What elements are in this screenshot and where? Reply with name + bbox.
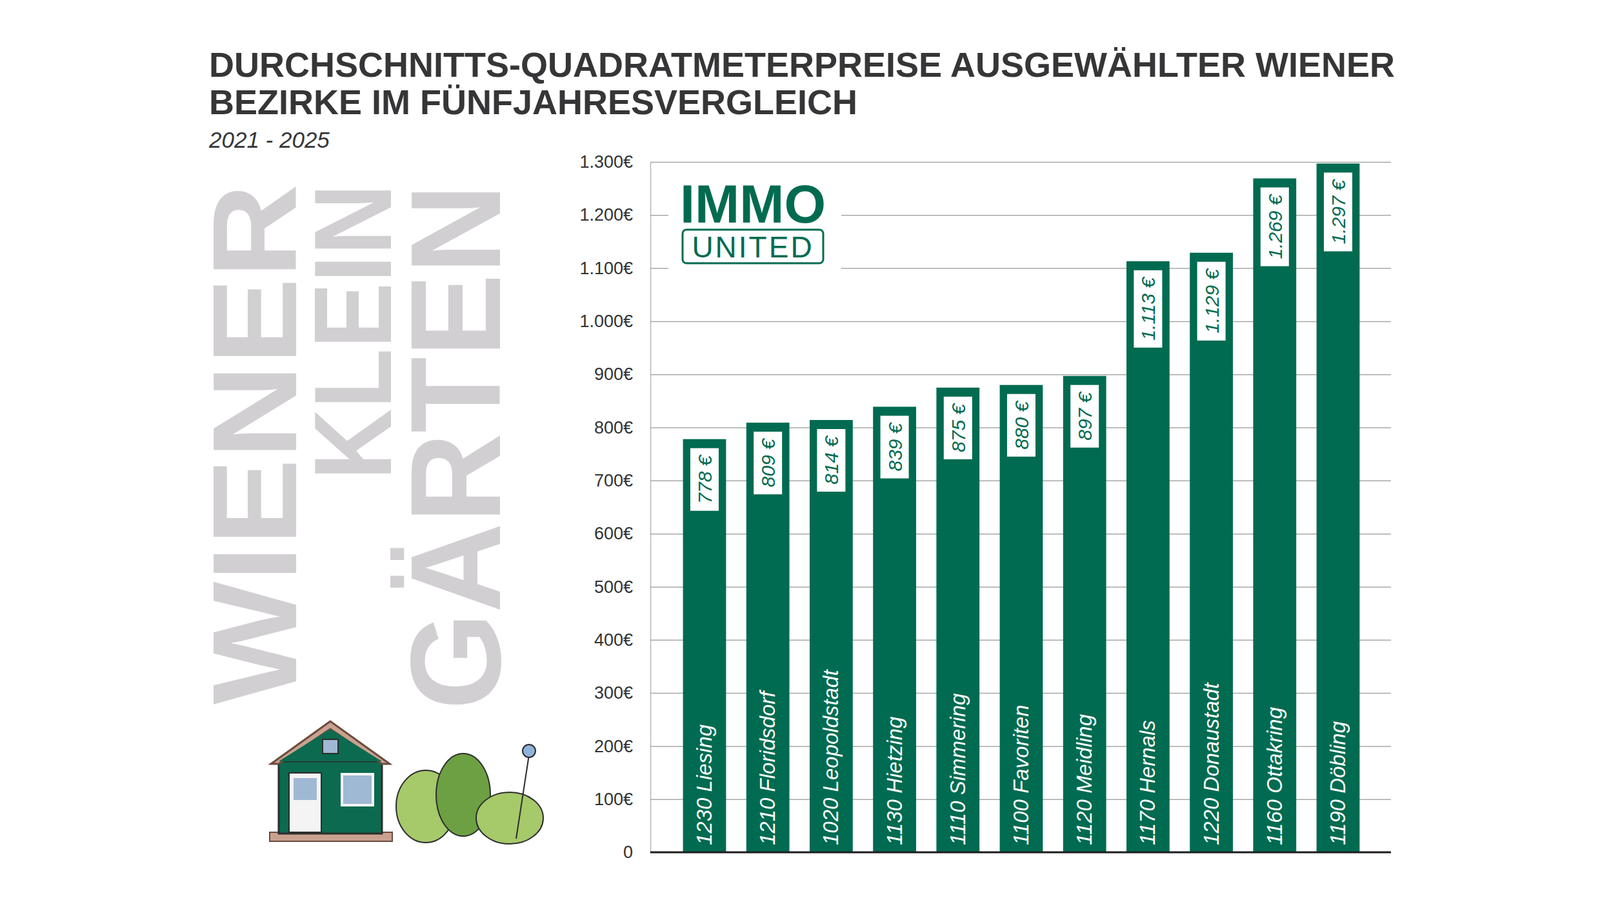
data-label-box	[1323, 172, 1353, 251]
category-label: 1170 Hernals	[1135, 720, 1160, 846]
data-label-box	[1197, 261, 1226, 341]
bar	[1126, 261, 1170, 853]
data-label-box	[943, 396, 973, 460]
bar	[1316, 163, 1360, 853]
category-label: 1210 Floridsdorf	[755, 689, 780, 846]
bar	[872, 406, 917, 853]
bar	[936, 387, 980, 853]
grid-line	[650, 161, 1391, 164]
house-gable	[278, 729, 382, 762]
bar	[809, 420, 853, 853]
data-label: 897 €	[1074, 390, 1096, 440]
title-line: BEZIRKE IM FÜNFJAHRESVERGLEICH	[209, 82, 858, 122]
category-label: 1160 Ottakring	[1262, 706, 1287, 846]
y-tick-label: 1.000€	[579, 311, 633, 331]
data-label-box	[880, 415, 910, 479]
data-label: 1.297 €	[1327, 178, 1350, 244]
data-label-box	[753, 431, 782, 495]
background	[0, 0, 1600, 900]
category-label: 1130 Hietzing	[882, 716, 907, 846]
y-axis-line	[650, 162, 652, 853]
side-word: GÄRTEN	[384, 183, 528, 710]
house-body	[278, 761, 382, 834]
data-label: 1.113 €	[1137, 276, 1159, 341]
y-tick-label: 400€	[594, 630, 633, 650]
logo-background	[668, 172, 842, 277]
category-label: 1120 Meidling	[1072, 713, 1097, 846]
bar	[1252, 178, 1297, 853]
category-labels: 1230 Liesing 1210 Floridsdorf 1020 Leopold…	[692, 669, 1350, 846]
data-label-box	[1070, 385, 1099, 448]
category-label: 1110 Simmering	[945, 692, 970, 846]
data-label: 809 €	[757, 438, 779, 488]
bar	[1189, 252, 1233, 853]
category-label: 1100 Favoriten	[1009, 704, 1033, 846]
bar	[683, 439, 727, 853]
y-tick-label: 0	[623, 842, 633, 862]
data-label: 880 €	[1010, 400, 1033, 450]
y-tick-label: 300€	[594, 683, 633, 703]
data-label: 1.129 €	[1201, 267, 1223, 333]
title: DURCHSCHNITTS-QUADRATMETERPREISE AUSGEWÄ…	[209, 45, 1395, 122]
house-window	[341, 774, 373, 806]
data-label-box	[1007, 394, 1036, 457]
plant-flower	[522, 744, 536, 758]
title-line: DURCHSCHNITTS-QUADRATMETERPREISE AUSGEWÄ…	[209, 45, 1395, 84]
y-tick-label: 100€	[594, 789, 633, 810]
data-label: 875 €	[947, 402, 970, 452]
house-door-glass	[293, 778, 317, 800]
data-label-box	[816, 429, 846, 492]
y-tick-label: 1.300€	[579, 152, 633, 172]
house-door	[289, 772, 322, 833]
logo: IMMOUNITED	[668, 172, 842, 277]
y-tick-label: 1.100€	[579, 258, 633, 279]
y-tick: 1.300€	[579, 152, 1391, 172]
y-tick-label: 200€	[594, 736, 633, 757]
data-label: 814 €	[820, 435, 842, 485]
bars	[683, 163, 1360, 853]
house-icon	[269, 721, 544, 844]
plant-leaf	[476, 792, 544, 844]
x-axis-line	[650, 851, 1391, 854]
y-axis: 0 100€ 200€ 300€ 400€ 500€ 600€ 700€ 800€ 900€ 1.0…	[579, 152, 1391, 862]
bar	[1063, 376, 1107, 853]
house-attic-window	[322, 739, 339, 754]
subtitle: 2021 - 2025	[208, 127, 330, 153]
grid-line	[650, 852, 1391, 854]
data-label: 839 €	[884, 421, 906, 471]
category-label: 1220 Donaustadt	[1199, 681, 1224, 846]
data-labels: 778 € 809 € 814 € 839 € 875 € 880 € 897 € 1.113…	[690, 172, 1353, 511]
y-tick-label: 600€	[594, 523, 633, 544]
y-tick-label: 500€	[594, 577, 633, 597]
y-tick-label: 1.200€	[579, 205, 633, 225]
data-label-box	[690, 448, 719, 511]
bar	[1000, 385, 1044, 853]
data-label: 1.269 €	[1264, 193, 1286, 259]
data-label-box	[1260, 187, 1290, 267]
logo-word: IMMO	[680, 174, 826, 235]
y-tick-label: 700€	[594, 470, 633, 491]
y-tick-label: 900€	[594, 364, 633, 384]
y-tick-label: 800€	[594, 418, 633, 438]
plant-stem	[516, 754, 530, 839]
data-label: 778 €	[694, 454, 716, 504]
house-roof	[270, 721, 390, 764]
logo-word: UNITED	[691, 230, 814, 264]
bar	[746, 422, 790, 853]
logo-box	[682, 229, 824, 264]
category-label: 1190 Döbling	[1325, 720, 1350, 846]
chart: DURCHSCHNITTS-QUADRATMETERPREISE AUSGEWÄ…	[0, 0, 1600, 900]
category-label: 1230 Liesing	[692, 723, 717, 846]
data-label-box	[1133, 270, 1162, 348]
category-label: 1020 Leopoldstadt	[818, 669, 843, 846]
